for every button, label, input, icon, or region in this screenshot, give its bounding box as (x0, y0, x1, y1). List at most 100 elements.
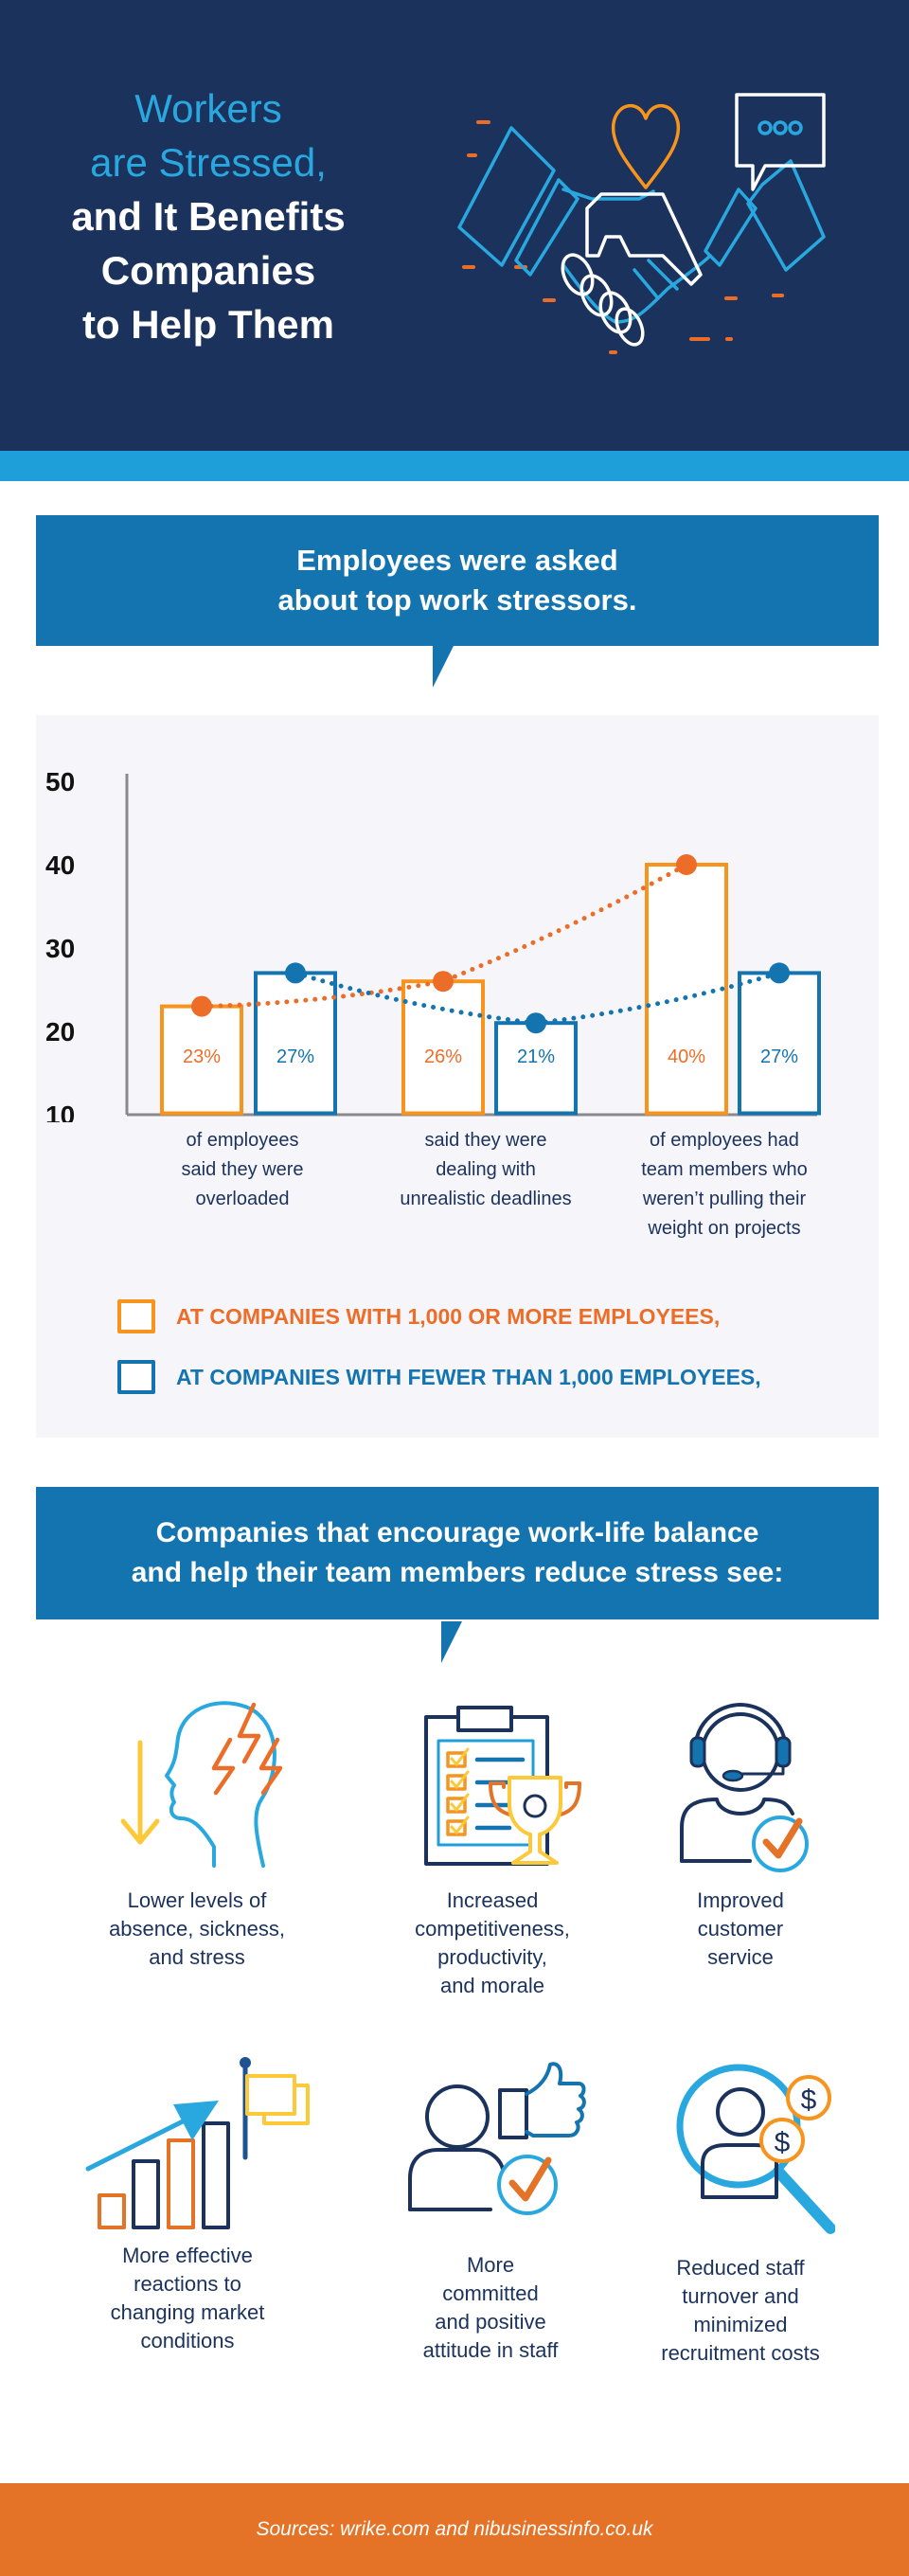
dollar-icon: $ (801, 2084, 817, 2116)
bar-value-label: 23% (183, 1046, 221, 1067)
growth-chart-flag-icon (85, 2057, 310, 2229)
caption-line: dealing with (436, 1159, 536, 1180)
category-caption-2: said they were dealing with unrealistic … (377, 1126, 595, 1214)
benefit-customer-service: Improved customer service (617, 1700, 864, 1972)
benefit-line: turnover and (682, 2284, 799, 2308)
head-stress-arrow-down-icon (120, 1701, 283, 1868)
benefit-line: reactions to (134, 2272, 241, 2296)
benefit-line: customer (697, 1917, 784, 1941)
benefit-competitiveness: Increased competitiveness, productivity,… (369, 1700, 615, 2000)
caption-line: team members who (641, 1159, 808, 1180)
magnifier-person-dollar-icon: $ $ (676, 2064, 835, 2234)
benefit-line: minimized (693, 2313, 788, 2336)
bar-large-co (160, 1004, 243, 1116)
benefit-line: competitiveness, (415, 1917, 570, 1941)
bar-value-label: 40% (668, 1046, 705, 1067)
data-point (285, 962, 306, 984)
stressors-callout: Employees were asked about top work stre… (36, 515, 879, 688)
legend-swatch-blue (117, 1360, 155, 1394)
stressors-bar-chart: 50 40 30 20 10 23% 26% 40% 27% 21% 27% (45, 767, 821, 1122)
benefit-market-reactions: More effective reactions to changing mar… (74, 2046, 320, 2355)
category-caption-1: of employees said they were overloaded (134, 1126, 351, 1214)
caption-line: weren’t pulling their (642, 1189, 807, 1209)
caption-line: weight on projects (648, 1218, 801, 1239)
benefit-positive-attitude: More committed and positive attitude in … (367, 2060, 614, 2365)
y-tick-label: 10 (45, 1100, 75, 1122)
benefit-line: recruitment costs (661, 2341, 820, 2365)
headset-agent-check-icon (680, 1703, 809, 1872)
sources-footer: Sources: wrike.com and nibusinessinfo.co… (0, 2483, 909, 2576)
hero-header: Workers are Stressed, and It Benefits Co… (0, 0, 909, 451)
benefit-text: More committed and positive attitude in … (367, 2251, 614, 2365)
benefit-line: attitude in staff (422, 2338, 559, 2362)
bar-small-co (494, 1021, 578, 1116)
caption-line: said they were (181, 1159, 304, 1180)
y-tick-label: 40 (45, 850, 75, 880)
callout-line-1: Companies that encourage work-life balan… (155, 1517, 759, 1548)
y-tick-label: 30 (45, 934, 75, 963)
benefit-line: service (707, 1945, 774, 1969)
category-caption-3: of employees had team members who weren’… (615, 1126, 833, 1243)
caption-line: of employees had (650, 1130, 799, 1151)
benefit-line: More effective (122, 2244, 253, 2267)
callout-line-1: Employees were asked (296, 544, 618, 577)
trend-line-large-co (199, 862, 689, 1010)
page-title: Workers are Stressed, and It Benefits Co… (57, 81, 360, 351)
bar-value-label: 27% (276, 1046, 314, 1067)
person-thumbs-up-check-icon (408, 2062, 586, 2215)
caption-line: overloaded (195, 1189, 290, 1209)
benefits-callout: Companies that encourage work-life balan… (36, 1487, 879, 1663)
stressors-chart-panel: 50 40 30 20 10 23% 26% 40% 27% 21% 27% of employee… (36, 715, 879, 1438)
callout-line-2: and help their team members reduce stres… (131, 1557, 784, 1588)
dollar-icon: $ (775, 2127, 791, 2158)
benefit-text: More effective reactions to changing mar… (55, 2242, 320, 2355)
benefit-line: conditions (140, 2329, 235, 2352)
heart-icon (611, 103, 681, 189)
caption-line: unrealistic deadlines (400, 1189, 572, 1209)
title-line-4: Companies (100, 248, 316, 293)
title-line-2: are Stressed, (90, 140, 327, 185)
clipboard-trophy-icon (424, 1706, 581, 1866)
legend-swatch-orange (117, 1299, 155, 1333)
bar-value-label: 26% (424, 1046, 462, 1067)
benefit-text: Lower levels of absence, sickness, and s… (74, 1887, 320, 1972)
benefit-line: and positive (435, 2310, 546, 2334)
data-point (433, 971, 454, 993)
benefit-line: absence, sickness, (109, 1917, 285, 1941)
benefit-line: Reduced staff (676, 2256, 805, 2280)
data-point (769, 962, 790, 984)
decorative-dashes (462, 120, 784, 354)
benefit-line: productivity, (437, 1945, 547, 1969)
benefit-line: Improved (697, 1888, 784, 1912)
data-point (676, 854, 697, 875)
legend-label: AT COMPANIES WITH FEWER THAN 1,000 EMPLO… (176, 1364, 761, 1389)
header-accent-stripe (0, 451, 909, 481)
y-tick-label: 20 (45, 1017, 75, 1046)
data-point (191, 995, 212, 1017)
caption-line: said they were (424, 1130, 547, 1151)
callout-tail (433, 646, 454, 688)
title-line-1: Workers (134, 86, 282, 131)
sources-text: Sources: wrike.com and nibusinessinfo.co… (256, 2518, 653, 2540)
bar-large-co (645, 863, 728, 1116)
legend-item-small-companies: AT COMPANIES WITH FEWER THAN 1,000 EMPLO… (117, 1360, 761, 1394)
legend-label: AT COMPANIES WITH 1,000 OR MORE EMPLOYEE… (176, 1303, 721, 1329)
benefit-line: Increased (446, 1888, 539, 1912)
title-line-5: to Help Them (81, 302, 334, 347)
benefit-line: More (466, 2253, 515, 2277)
bar-small-co (738, 971, 821, 1116)
title-line-3: and It Benefits (71, 194, 346, 239)
benefit-text: Improved customer service (617, 1887, 864, 1972)
legend-item-large-companies: AT COMPANIES WITH 1,000 OR MORE EMPLOYEE… (117, 1299, 720, 1333)
y-tick-label: 50 (45, 767, 75, 796)
benefit-text: Increased competitiveness, productivity,… (369, 1887, 615, 2000)
bar-value-label: 21% (517, 1046, 555, 1067)
callout-line-2: about top work stressors. (277, 583, 637, 617)
benefit-line: changing market (110, 2300, 265, 2324)
data-point (526, 1012, 546, 1034)
benefit-reduced-turnover: $ $ Reduced staff turnover and minimized… (617, 2060, 864, 2368)
benefit-text: Reduced staff turnover and minimized rec… (617, 2254, 864, 2368)
benefit-line: committed (442, 2281, 539, 2305)
benefit-line: Lower levels of (127, 1888, 267, 1912)
bar-value-label: 27% (760, 1046, 798, 1067)
